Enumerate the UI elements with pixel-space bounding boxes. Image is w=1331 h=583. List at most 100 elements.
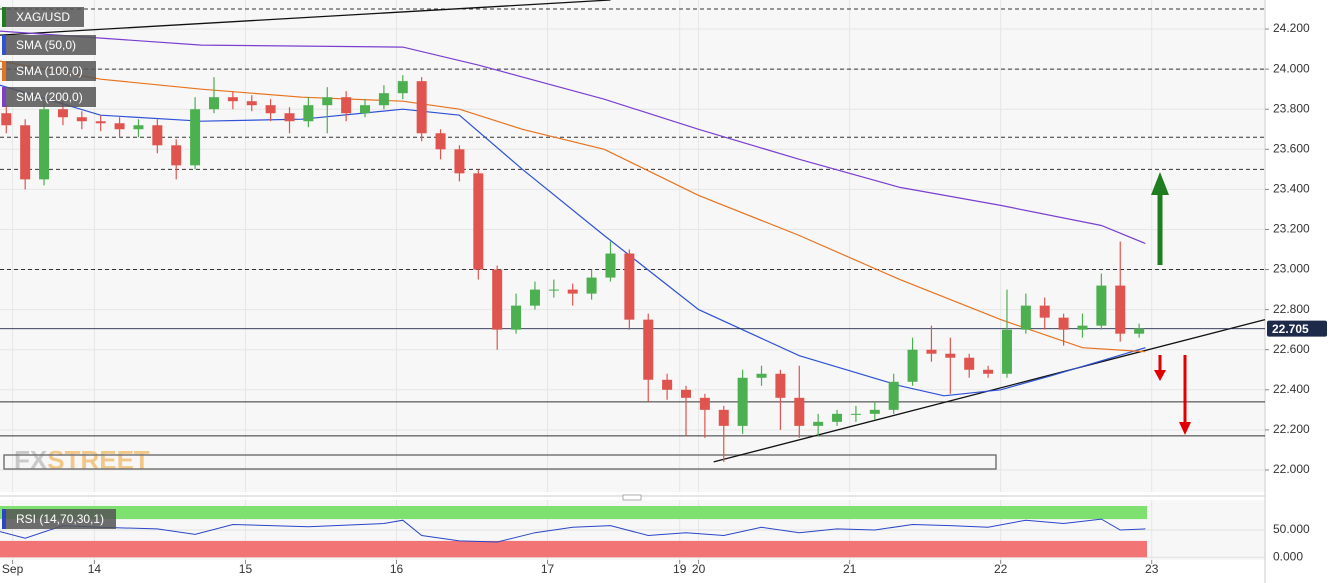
candle-body (152, 125, 163, 146)
candle-body (1115, 285, 1126, 334)
y-tick-label: 22.000 (1273, 462, 1310, 476)
watermark-part: FX (14, 445, 48, 475)
x-tick-label: 17 (541, 562, 555, 576)
candle-body (1096, 285, 1107, 326)
y-tick-label: 23.600 (1273, 141, 1310, 155)
candle-body (850, 413, 861, 415)
candle-body (171, 145, 182, 166)
candle-body (1, 113, 12, 126)
candle-body (813, 421, 824, 426)
candle-body (95, 121, 106, 124)
legend-box[interactable] (2, 87, 96, 107)
candle-body (246, 101, 257, 106)
candle-body (416, 81, 427, 134)
candle-body (983, 369, 994, 374)
candle-body (1020, 305, 1031, 330)
candle-body (473, 173, 484, 270)
candle-body (57, 109, 68, 118)
candle-body (548, 289, 559, 291)
sma-line (0, 60, 1146, 353)
candle-body (1077, 325, 1088, 330)
up-arrow-head (1151, 172, 1169, 195)
candle-body (926, 349, 937, 354)
y-tick-label: 22.800 (1273, 302, 1310, 316)
candle-body (1134, 328, 1145, 334)
candle-body (624, 253, 635, 320)
candle-body (341, 97, 352, 114)
candle-body (964, 357, 975, 370)
candle-body (643, 319, 654, 380)
x-tick-label: 16 (390, 562, 404, 576)
y-tick-label: 23.000 (1273, 262, 1310, 276)
candle-body (39, 109, 50, 180)
legend-label: SMA (50,0) (16, 38, 76, 52)
candle-body (775, 373, 786, 398)
legend-box[interactable] (2, 7, 84, 27)
candle-body (737, 377, 748, 426)
legend-box[interactable] (2, 35, 96, 55)
rsi-legend-label: RSI (14,70,30,1) (16, 512, 104, 526)
watermark-part: STREET (47, 445, 150, 475)
legend-swatch (2, 61, 6, 81)
candle-body (794, 397, 805, 426)
candle-body (190, 109, 201, 166)
rsi-tick-label: 0.000 (1273, 549, 1303, 563)
rsi-legend-swatch (2, 509, 6, 529)
watermark-frame (3, 454, 997, 470)
candle-body (680, 389, 691, 398)
candle-body (227, 97, 238, 102)
rsi-overbought-zone (0, 506, 1147, 520)
x-tick-label: 15 (239, 562, 253, 576)
candle-body (114, 123, 125, 130)
candle-body (756, 373, 767, 378)
candle-body (718, 409, 729, 426)
labels-layer: Sep 14 15 16 17 19 20 21 22 23 22.000 22.200 22.400 2… (2, 7, 1327, 576)
legend-label: SMA (100,0) (16, 64, 83, 78)
y-tick-label: 23.800 (1273, 101, 1310, 115)
legend-box[interactable] (2, 61, 96, 81)
candle-body (888, 381, 899, 410)
y-tick-label: 23.200 (1273, 222, 1310, 236)
pane-resize-handle[interactable] (622, 494, 642, 501)
candle-body (265, 105, 276, 114)
y-tick-label: 22.600 (1273, 342, 1310, 356)
down-arrow-head (1179, 422, 1191, 435)
candle-body (322, 97, 333, 106)
candle-body (945, 353, 956, 358)
candle-body (699, 397, 710, 410)
legend-swatch (2, 87, 6, 107)
candle-body (511, 305, 522, 330)
candle-body (284, 113, 295, 122)
candle-body (20, 125, 31, 180)
candle-body (76, 117, 87, 122)
candle-body (303, 105, 314, 122)
candle-body (907, 349, 918, 382)
rsi-oversold-zone (0, 540, 1147, 558)
candle-body (586, 277, 597, 294)
candle-body (133, 125, 144, 130)
candle-body (1039, 305, 1050, 318)
x-tick-label: Sep (2, 562, 24, 576)
candle-body (492, 269, 503, 330)
candle-body (662, 379, 673, 390)
watermark: FXSTREET (14, 445, 150, 475)
candle-body (208, 97, 219, 110)
plot-background (0, 0, 1265, 492)
candle-body (567, 289, 578, 294)
candle-body (454, 149, 465, 174)
x-tick-label: 14 (88, 562, 102, 576)
legend-label: XAG/USD (16, 10, 70, 24)
candle-body (1001, 329, 1012, 374)
last-price-label: 22.705 (1272, 322, 1309, 336)
x-tick-label: 21 (843, 562, 857, 576)
candle-body (832, 413, 843, 422)
sma-line (0, 84, 1146, 397)
candle-body (529, 289, 540, 306)
legend-label: SMA (200,0) (16, 90, 83, 104)
x-tick-label: 20 (692, 562, 706, 576)
marks-layer: FXSTREET (0, 0, 1266, 558)
rsi-line (0, 518, 1146, 543)
rsi-legend-box[interactable] (2, 509, 116, 529)
candle-body (360, 105, 371, 114)
